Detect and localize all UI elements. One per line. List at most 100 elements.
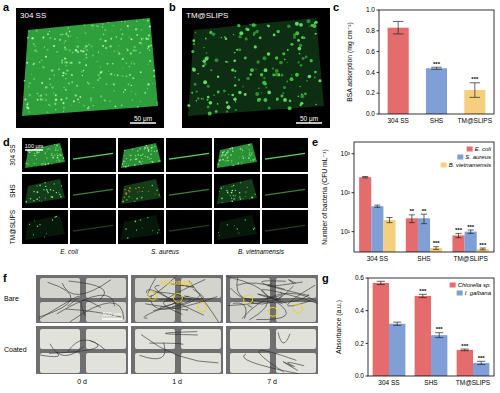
- microalgae-marker: [268, 307, 277, 316]
- fluorescence-dot: [255, 92, 259, 96]
- fluorescence-dot: [100, 72, 102, 74]
- fluorescence-dot: [159, 193, 161, 195]
- fluorescence-dot: [130, 159, 131, 160]
- fluorescence-dot: [83, 105, 85, 107]
- y-tick: [352, 192, 355, 193]
- fluorescence-dot: [233, 34, 234, 35]
- fluorescence-dot: [158, 229, 159, 230]
- fluorescence-dot: [227, 224, 228, 225]
- fluorescence-dot: [122, 75, 123, 76]
- x-tick-label: SHS: [430, 117, 444, 124]
- fiber: [141, 335, 218, 363]
- fluorescence-dot: [136, 188, 137, 189]
- fluorescence-dot: [86, 49, 87, 50]
- fiber: [288, 280, 295, 284]
- fluorescence-dot: [126, 158, 127, 159]
- fluorescence-dot: [231, 200, 233, 202]
- side-view-film: [73, 153, 113, 159]
- fluorescence-dot: [104, 40, 106, 42]
- fluorescence-dot: [282, 52, 285, 55]
- fluorescence-dot: [135, 155, 137, 157]
- fluorescence-dot: [47, 192, 48, 193]
- fluorescence-dot: [303, 37, 304, 38]
- fluorescence-dot: [92, 105, 94, 107]
- fluorescence-dot: [204, 63, 207, 66]
- fluorescence-dot: [275, 56, 278, 59]
- fiber: [81, 300, 101, 316]
- fluorescence-dot: [254, 45, 257, 48]
- fluorescence-dot: [223, 151, 225, 153]
- fluorescence-dot: [131, 63, 132, 64]
- fluorescence-dot: [49, 78, 51, 80]
- fiber: [256, 302, 286, 319]
- fluorescence-dot: [109, 100, 110, 101]
- fluorescence-dot: [234, 70, 236, 72]
- micrograph-tile: [36, 275, 128, 323]
- y-tick: [352, 153, 355, 154]
- fiber: [283, 362, 298, 371]
- y-tick-label: 0.2: [366, 89, 375, 96]
- fluorescence-dot: [217, 103, 219, 105]
- significance: ***: [467, 224, 475, 230]
- fluorescence-dot: [61, 160, 62, 161]
- fluorescence-dot: [45, 197, 46, 198]
- fluorescence-dot: [263, 56, 267, 60]
- error-bar: [393, 322, 401, 325]
- fluorescence-dot: [126, 199, 127, 200]
- fluorescence-dot: [39, 224, 40, 225]
- fluorescence-dot: [70, 62, 72, 64]
- fluorescence-dot: [35, 155, 36, 156]
- fluorescence-dot: [61, 62, 63, 64]
- fluorescence-dot: [43, 189, 44, 190]
- fluorescence-dot: [241, 152, 243, 154]
- fiber: [155, 285, 204, 315]
- fluorescence-dot: [119, 52, 121, 54]
- fluorescence-dot: [128, 28, 129, 29]
- fluorescence-dot: [279, 61, 283, 65]
- fluorescence-dot: [135, 158, 137, 160]
- fluorescence-dot: [130, 159, 131, 160]
- significance: ***: [471, 76, 479, 82]
- fluorescence-dot: [101, 54, 102, 55]
- figure: a304 SS50 μmbTM@SLIPS50 μmd304 SSSHSTM@S…: [0, 0, 500, 393]
- fluorescence-dot: [108, 22, 109, 23]
- fluorescence-dot: [54, 216, 56, 218]
- fluorescence-dot: [147, 147, 149, 149]
- fluorescence-dot: [135, 158, 137, 160]
- fluorescence-dot: [78, 61, 80, 63]
- fluorescence-dot: [152, 83, 153, 84]
- fluorescence-dot: [259, 36, 262, 39]
- fluorescence-dot: [202, 65, 205, 68]
- side-view-film: [73, 225, 113, 231]
- mesh-wire: [131, 326, 223, 374]
- mesh-window: [40, 353, 80, 373]
- fluorescence-dot: [28, 37, 29, 38]
- fluorescence-dot: [41, 164, 42, 165]
- y-tick: [366, 278, 369, 279]
- fiber: [184, 289, 203, 299]
- bar: [383, 220, 395, 252]
- fluorescence-dot: [221, 155, 223, 157]
- fluorescence-dot: [77, 99, 79, 101]
- fiber: [259, 350, 297, 372]
- fluorescence-dot: [193, 43, 196, 46]
- fluorescence-dot: [143, 19, 144, 20]
- fluorescence-dot: [50, 84, 51, 85]
- fluorescence-dot: [131, 197, 133, 199]
- fluorescence-dot: [98, 52, 99, 53]
- fluorescence-dot: [196, 100, 197, 101]
- y-tick: [377, 114, 380, 115]
- fluorescence-dot: [151, 145, 152, 146]
- fluorescence-dot: [113, 90, 115, 92]
- bar: [457, 350, 473, 376]
- y-tick: [377, 93, 380, 94]
- fluorescence-dot: [66, 32, 67, 33]
- fluorescence-dot: [218, 231, 220, 233]
- fluorescence-dot: [132, 149, 133, 150]
- fluorescence-dot: [238, 162, 239, 163]
- error-bar: [362, 177, 368, 178]
- row-label: 304 SS: [9, 144, 16, 166]
- fluorescence-dot: [239, 196, 240, 197]
- mesh-window: [135, 329, 175, 349]
- fluorescence-dot: [51, 155, 52, 156]
